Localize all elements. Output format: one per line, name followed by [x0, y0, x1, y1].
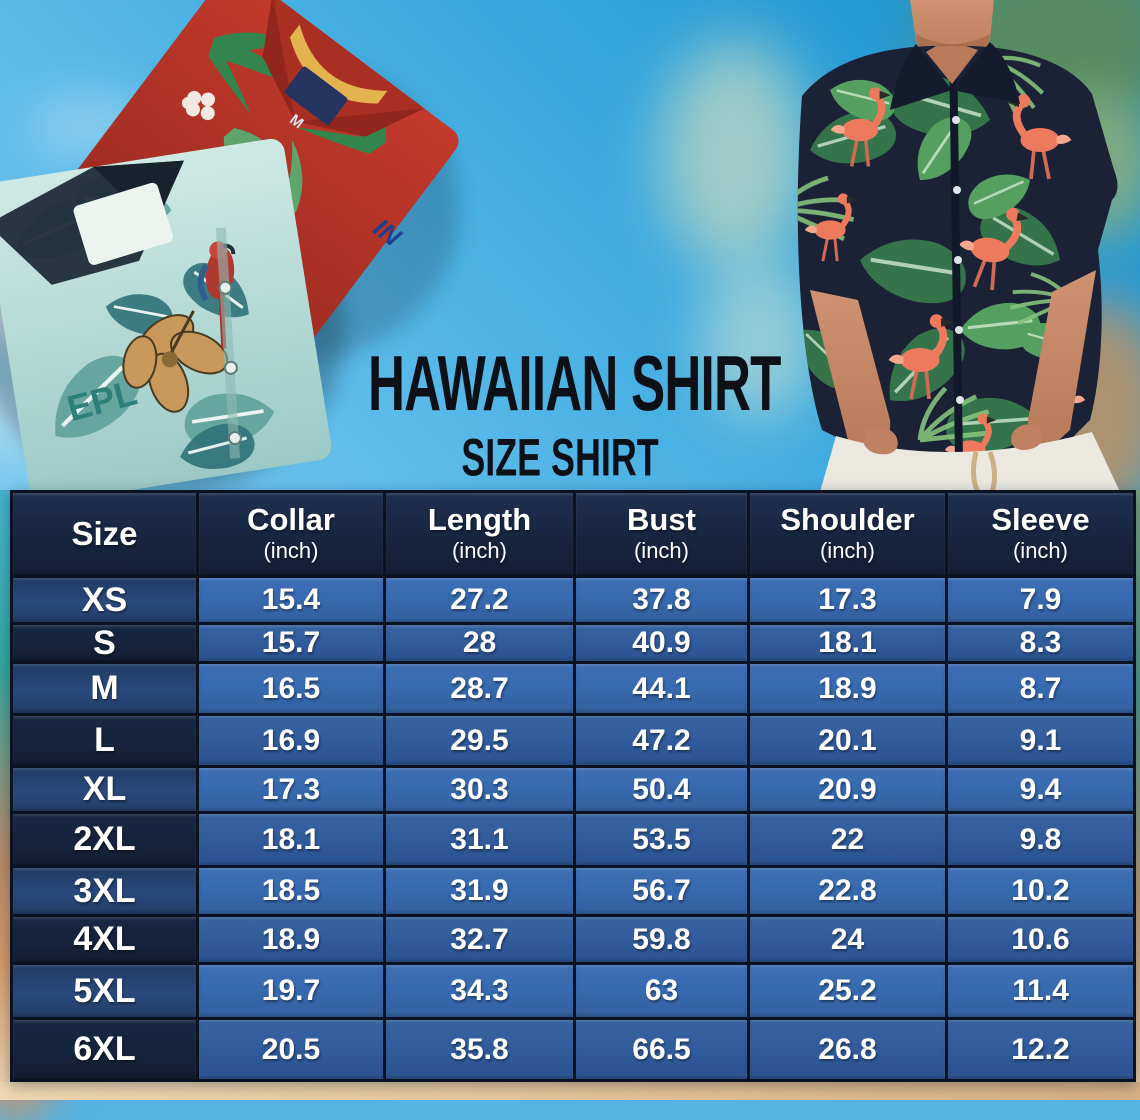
placket: [949, 45, 963, 459]
size-table: Size Collar (inch) Length (inch) Bust (inch) Sh…: [10, 490, 1136, 1082]
cell-4XL-collar: 18.9: [199, 917, 383, 962]
cell-XS-sleeve: 7.9: [948, 578, 1133, 622]
navy-care-label: [284, 66, 348, 125]
model-right-arm: [1028, 270, 1096, 448]
cell-5XL-length: 34.3: [386, 965, 573, 1017]
right-hand: [1011, 424, 1042, 450]
title-block: HAWAIIAN SHIRT SIZE SHIRT: [320, 339, 800, 487]
cell-5XL-bust: 63: [576, 965, 747, 1017]
cell-S-bust: 40.9: [576, 625, 747, 661]
cell-M-collar: 16.5: [199, 664, 383, 713]
cell-5XL-shoulder: 25.2: [750, 965, 945, 1017]
size-label-L: L: [13, 716, 196, 765]
left-hand: [864, 427, 898, 455]
chest-pocket: [73, 182, 173, 265]
cell-4XL-sleeve: 10.6: [948, 917, 1133, 962]
cell-4XL-shoulder: 24: [750, 917, 945, 962]
size-label-3XL: 3XL: [13, 868, 196, 914]
size-label-XL: XL: [13, 768, 196, 811]
size-label-S: S: [13, 624, 196, 662]
cell-5XL-sleeve: 11.4: [948, 965, 1133, 1017]
size-label-2XL: 2XL: [13, 814, 196, 865]
cell-M-length: 28.7: [386, 664, 573, 713]
cell-M-shoulder: 18.9: [750, 664, 945, 713]
cell-6XL-collar: 20.5: [199, 1020, 383, 1079]
cell-5XL-collar: 19.7: [199, 965, 383, 1017]
cell-S-length: 28: [386, 625, 573, 661]
cell-3XL-length: 31.9: [386, 868, 573, 914]
size-label-5XL: 5XL: [13, 965, 196, 1017]
background-strip-left: [0, 490, 10, 1082]
cell-2XL-bust: 53.5: [576, 814, 747, 865]
drawstring: [970, 451, 998, 492]
cell-2XL-sleeve: 9.8: [948, 814, 1133, 865]
cell-M-bust: 44.1: [576, 664, 747, 713]
page-subtitle: SIZE SHIRT: [461, 427, 659, 487]
column-header-length: Length (inch): [386, 493, 573, 575]
cell-XL-length: 30.3: [386, 768, 573, 811]
size-label-XS: XS: [13, 578, 196, 622]
folded-shirts-photo: M IN: [0, 0, 460, 492]
model-left-arm: [810, 290, 891, 452]
page-title: HAWAIIAN SHIRT: [368, 339, 781, 427]
cell-XS-bust: 37.8: [576, 578, 747, 622]
cell-6XL-bust: 66.5: [576, 1020, 747, 1079]
cell-2XL-collar: 18.1: [199, 814, 383, 865]
column-header-collar: Collar (inch): [199, 493, 383, 575]
model-photo: [797, 0, 1120, 492]
palm-blur: [660, 40, 810, 270]
column-header-bust: Bust (inch): [576, 493, 747, 575]
column-header-size: Size: [13, 493, 196, 575]
cell-S-collar: 15.7: [199, 625, 383, 661]
column-header-shoulder: Shoulder (inch): [750, 493, 945, 575]
size-label-M: M: [13, 664, 196, 713]
cell-6XL-shoulder: 26.8: [750, 1020, 945, 1079]
shirt-buttons: [218, 280, 242, 446]
cell-3XL-collar: 18.5: [199, 868, 383, 914]
cell-3XL-sleeve: 10.2: [948, 868, 1133, 914]
cell-XL-bust: 50.4: [576, 768, 747, 811]
cell-L-sleeve: 9.1: [948, 716, 1133, 765]
cell-XL-collar: 17.3: [199, 768, 383, 811]
cell-2XL-length: 31.1: [386, 814, 573, 865]
white-pants: [820, 432, 1120, 492]
cell-4XL-length: 32.7: [386, 917, 573, 962]
cell-M-sleeve: 8.7: [948, 664, 1133, 713]
yellow-neck-tag: [289, 24, 388, 104]
cell-L-shoulder: 20.1: [750, 716, 945, 765]
cell-L-collar: 16.9: [199, 716, 383, 765]
cell-2XL-shoulder: 22: [750, 814, 945, 865]
cell-XS-shoulder: 17.3: [750, 578, 945, 622]
shirt-buttons: [952, 116, 964, 404]
background-strip-right: [1133, 490, 1140, 1082]
cell-XS-length: 27.2: [386, 578, 573, 622]
cell-S-shoulder: 18.1: [750, 625, 945, 661]
teal-hawaiian-shirt: EPL: [0, 138, 332, 492]
column-header-sleeve: Sleeve (inch): [948, 493, 1133, 575]
shirt-collar: [890, 44, 952, 110]
cell-6XL-sleeve: 12.2: [948, 1020, 1133, 1079]
button-placket: [215, 227, 241, 459]
cell-XS-collar: 15.4: [199, 578, 383, 622]
cell-S-sleeve: 8.3: [948, 625, 1133, 661]
cell-4XL-bust: 59.8: [576, 917, 747, 962]
size-label-4XL: 4XL: [13, 917, 196, 962]
cell-XL-sleeve: 9.4: [948, 768, 1133, 811]
size-label-6XL: 6XL: [13, 1020, 196, 1079]
cell-6XL-length: 35.8: [386, 1020, 573, 1079]
cell-3XL-bust: 56.7: [576, 868, 747, 914]
cell-L-length: 29.5: [386, 716, 573, 765]
cell-3XL-shoulder: 22.8: [750, 868, 945, 914]
hibiscus-print: [122, 310, 229, 413]
cell-XL-shoulder: 20.9: [750, 768, 945, 811]
cell-L-bust: 47.2: [576, 716, 747, 765]
